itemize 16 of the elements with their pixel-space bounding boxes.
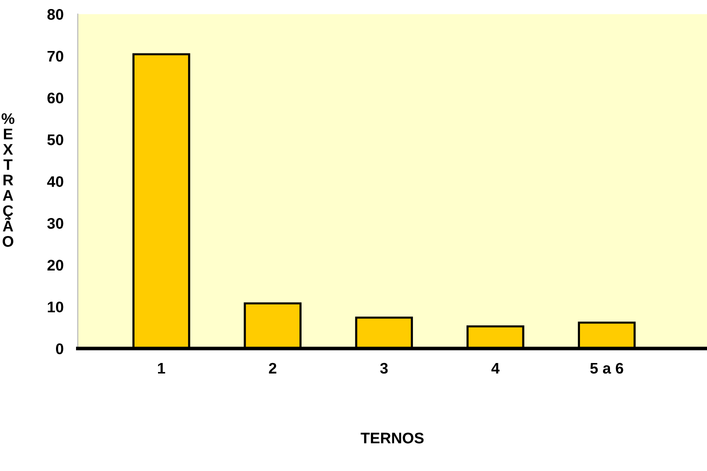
y-tick-label: 50	[47, 134, 64, 146]
x-tick-label: 3	[380, 362, 388, 374]
y-tick-label: 80	[47, 9, 64, 20]
x-tick-label: 1	[158, 362, 166, 374]
y-tick-label: 30	[47, 218, 64, 229]
y-tick-label: 40	[47, 176, 64, 188]
y-tick-label: 0	[56, 343, 64, 354]
y-tick-label: 60	[47, 92, 64, 104]
x-axis-title: TERNOS	[360, 432, 424, 444]
y-tick-label: 20	[47, 260, 64, 271]
x-tick-label: 5 a 6	[590, 362, 624, 374]
x-tick-label: 4	[491, 362, 500, 374]
text: % EXTRAÇÃO	[2, 113, 14, 247]
x-tick-label: 2	[268, 362, 276, 374]
y-tick-label: 70	[48, 50, 64, 62]
y-tick-label: 10	[48, 302, 64, 312]
